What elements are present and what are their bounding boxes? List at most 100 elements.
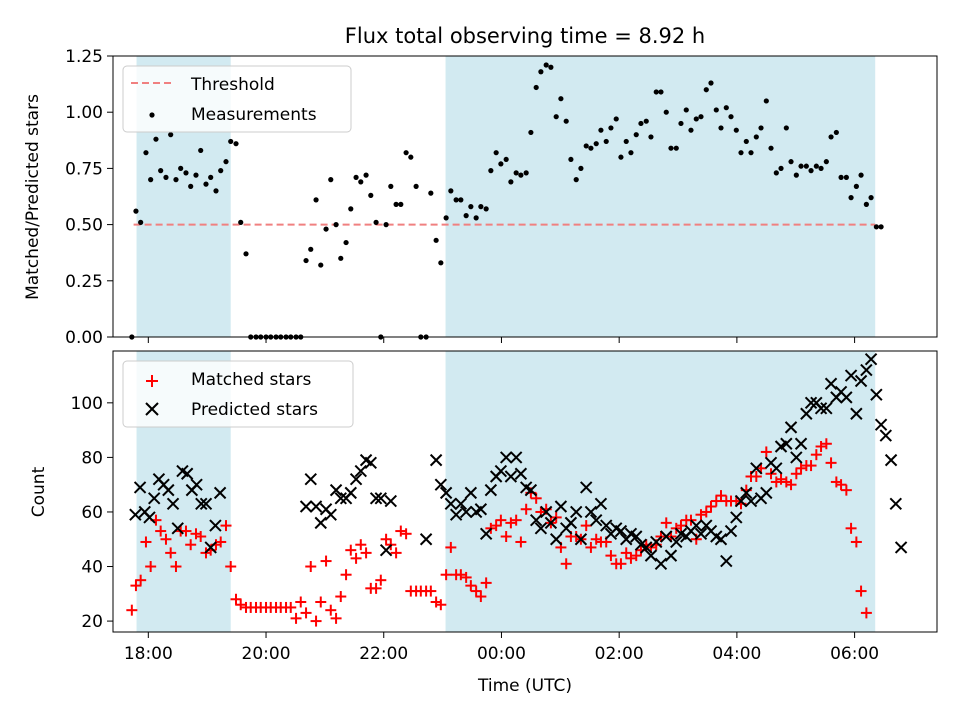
matched-star-point — [615, 558, 627, 570]
matched-star-point — [350, 552, 362, 564]
predicted-star-point — [479, 527, 493, 540]
bottom-ytick-label: 60 — [81, 503, 103, 523]
matched-star-point — [750, 470, 762, 482]
predicted-star-point — [474, 503, 488, 516]
matched-star-point — [165, 547, 177, 559]
matched-star-point — [440, 569, 452, 581]
predicted-star-point — [324, 508, 337, 521]
predicted-star-point — [329, 483, 343, 497]
matched-star-point — [295, 596, 307, 608]
predicted-star-point — [299, 500, 313, 513]
measurement-point — [158, 168, 164, 174]
predicted-star-point — [740, 486, 753, 500]
measurement-point — [553, 114, 559, 120]
top-ytick-label: 0.50 — [65, 216, 103, 236]
predicted-star-point — [840, 391, 853, 404]
measurement-point — [513, 170, 519, 176]
matched-star-point — [785, 479, 797, 491]
matched-star-point — [480, 577, 492, 589]
bottom-legend: Matched stars Predicted stars — [122, 360, 354, 428]
legend-threshold-label: Threshold — [190, 75, 275, 95]
matched-star-point — [425, 585, 437, 597]
predicted-star-point — [344, 486, 357, 500]
predicted-star-point — [784, 421, 798, 434]
measurement-point — [468, 204, 474, 210]
predicted-star-point — [594, 497, 608, 510]
measurement-point — [398, 201, 404, 207]
predicted-star-point — [580, 481, 593, 494]
legend-predicted-marker — [145, 402, 159, 416]
predicted-star-point — [569, 505, 583, 519]
measurement-point — [608, 125, 614, 131]
measurement-point — [163, 174, 169, 180]
predicted-star-point — [171, 522, 184, 535]
matched-star-point — [620, 547, 632, 559]
predicted-star-point — [180, 467, 194, 480]
predicted-star-point — [195, 497, 208, 510]
bottom-ytick-label: 20 — [81, 612, 103, 632]
predicted-star-point — [419, 533, 433, 546]
matched-star-point — [675, 520, 687, 532]
measurement-point — [143, 150, 149, 156]
measurement-point — [408, 154, 414, 160]
matched-star-point — [220, 520, 232, 532]
measurement-point — [563, 118, 569, 124]
bottom-axes-frame — [112, 350, 938, 633]
measurement-point — [773, 170, 779, 176]
predicted-star-point — [199, 497, 213, 510]
xtick-label: 06:00 — [830, 644, 879, 664]
predicted-star-point — [314, 516, 327, 530]
xtick-label: 02:00 — [595, 644, 644, 664]
predicted-star-point — [364, 456, 378, 470]
predicted-star-point — [640, 541, 653, 554]
measurement-point — [618, 154, 624, 160]
measurement-point — [783, 125, 789, 131]
matched-star-point — [325, 604, 337, 616]
predicted-star-point — [544, 516, 558, 530]
measurement-point — [543, 62, 549, 68]
measurement-point — [183, 170, 189, 176]
measurement-point — [818, 165, 824, 171]
measurement-point — [218, 168, 224, 174]
measurement-point — [843, 174, 849, 180]
measurement-point — [578, 165, 584, 171]
xtick-label: 22:00 — [359, 644, 408, 664]
measurement-point — [353, 174, 359, 180]
measurement-point — [768, 145, 774, 151]
measurement-point — [448, 188, 454, 194]
bottom-ytick-label: 40 — [81, 558, 103, 578]
predicted-star-point — [790, 451, 803, 464]
predicted-star-point — [889, 497, 903, 510]
predicted-star-point — [354, 464, 367, 478]
measurement-point — [678, 120, 684, 127]
measurement-point — [518, 172, 524, 178]
predicted-star-point — [864, 352, 878, 366]
measurement-point — [788, 159, 794, 165]
predicted-star-point — [874, 418, 888, 431]
matched-star-point — [335, 591, 347, 603]
measurement-point — [753, 134, 759, 140]
measurement-point — [528, 129, 534, 136]
measurement-point — [863, 201, 869, 207]
predicted-star-point — [369, 492, 383, 505]
predicted-star-point — [654, 557, 668, 571]
measurement-point — [593, 141, 599, 147]
measurement-point — [763, 98, 769, 104]
predicted-star-point — [494, 464, 508, 478]
predicted-star-point — [444, 497, 458, 510]
matched-star-point — [230, 593, 242, 605]
legend-predicted-label: Predicted stars — [191, 400, 318, 420]
top-ytick-label: 0.00 — [65, 328, 103, 348]
measurement-point — [803, 163, 809, 169]
matched-star-point — [860, 607, 872, 619]
measurement-point — [413, 183, 419, 189]
measurement-point — [873, 224, 879, 230]
predicted-star-point — [374, 492, 388, 505]
matched-star-point — [360, 547, 372, 559]
matched-star-point — [370, 582, 382, 594]
measurement-point — [428, 190, 434, 196]
measurement-point — [538, 69, 544, 75]
matched-star-point — [700, 506, 712, 518]
measurement-point — [333, 222, 339, 228]
measurement-point — [233, 141, 239, 147]
